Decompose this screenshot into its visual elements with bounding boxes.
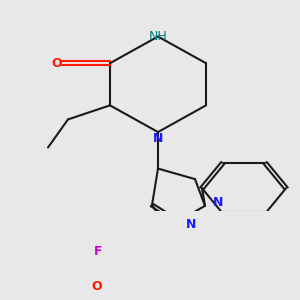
Text: N: N	[186, 218, 196, 231]
Text: NH: NH	[148, 30, 167, 43]
Text: N: N	[153, 132, 163, 145]
Text: N: N	[213, 196, 224, 209]
Text: F: F	[94, 244, 102, 258]
Text: O: O	[92, 280, 102, 293]
Text: O: O	[51, 57, 62, 70]
